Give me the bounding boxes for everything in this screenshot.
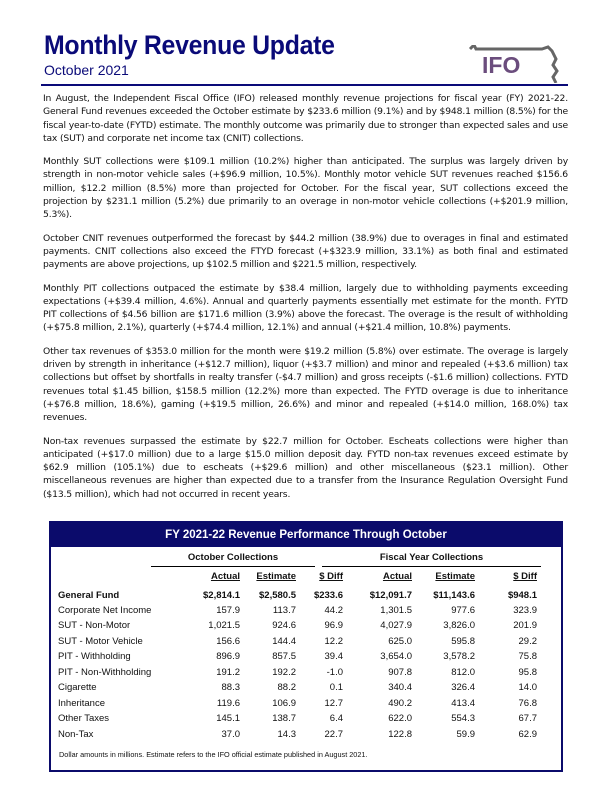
- row-label: SUT - Non-Motor: [58, 620, 131, 631]
- table-cell: 812.0: [451, 667, 475, 678]
- table-cell: 413.4: [451, 698, 475, 709]
- table-cell: 323.9: [513, 605, 537, 616]
- table-cell: 0.1: [329, 682, 343, 693]
- article-body: In August, the Independent Fiscal Office…: [43, 92, 568, 511]
- column-header: Actual: [382, 571, 412, 582]
- table-cell: 12.7: [324, 698, 344, 709]
- table-cell: 29.2: [518, 636, 538, 647]
- table-cell: 192.2: [272, 667, 296, 678]
- table-cell: 3,826.0: [443, 620, 475, 631]
- table-cell: 96.9: [324, 620, 344, 631]
- table-cell: -1.0: [326, 667, 343, 678]
- table-cell: 119.6: [216, 698, 240, 709]
- table-cell: 59.9: [456, 729, 476, 740]
- table-cell: 622.0: [388, 713, 412, 724]
- table-title: FY 2021-22 Revenue Performance Through O…: [51, 523, 561, 547]
- paragraph-cnit: October CNIT revenues outperformed the f…: [43, 232, 568, 271]
- table-cell: 14.0: [518, 682, 538, 693]
- row-label: Inheritance: [58, 698, 106, 709]
- column-header: $ Diff: [319, 571, 343, 582]
- table-cell: 490.2: [388, 698, 412, 709]
- table-cell: $12,091.7: [369, 590, 412, 601]
- table-cell: 122.8: [388, 729, 412, 740]
- header-rule: [41, 84, 568, 86]
- group-october: October Collections: [151, 552, 315, 567]
- row-label: Corporate Net Income: [58, 605, 152, 616]
- table-cell: $948.1: [507, 590, 537, 601]
- table-cell: $11,143.6: [433, 590, 475, 601]
- row-label: PIT - Non-Withholding: [58, 667, 152, 678]
- table-cell: 857.5: [272, 651, 296, 662]
- table-cell: 340.4: [388, 682, 412, 693]
- column-header: Estimate: [256, 571, 296, 582]
- table-cell: 95.8: [518, 667, 538, 678]
- table-cell: 977.6: [451, 605, 475, 616]
- table-cell: 22.7: [324, 729, 344, 740]
- table-cell: 12.2: [324, 636, 344, 647]
- table-cell: 191.2: [216, 667, 240, 678]
- paragraph-other-tax: Other tax revenues of $353.0 million for…: [43, 345, 568, 424]
- table-cell: 88.3: [221, 682, 241, 693]
- table-cell: 113.7: [272, 605, 296, 616]
- table-cell: 76.8: [518, 698, 538, 709]
- row-label: Other Taxes: [58, 713, 110, 724]
- column-header: Actual: [210, 571, 240, 582]
- group-fiscal-year: Fiscal Year Collections: [322, 552, 541, 567]
- row-label: PIT - Withholding: [58, 651, 131, 662]
- table-cell: 67.7: [518, 713, 538, 724]
- table-cell: 907.8: [388, 667, 412, 678]
- table-cell: 326.4: [451, 682, 475, 693]
- table-cell: 138.7: [272, 713, 296, 724]
- ifo-logo-icon: [468, 45, 559, 83]
- table-cell: 106.9: [272, 698, 296, 709]
- paragraph-sut: Monthly SUT collections were $109.1 mill…: [43, 156, 568, 221]
- table-cell: 156.6: [216, 636, 240, 647]
- table-cell: 1,021.5: [208, 620, 240, 631]
- table-cell: 145.1: [216, 713, 240, 724]
- row-label: SUT - Motor Vehicle: [58, 636, 143, 647]
- table-cell: 62.9: [518, 729, 538, 740]
- revenue-table: FY 2021-22 Revenue Performance Through O…: [49, 521, 563, 772]
- table-cell: 625.0: [388, 636, 412, 647]
- row-label: Non-Tax: [58, 729, 94, 740]
- paragraph-non-tax: Non-tax revenues surpassed the estimate …: [43, 435, 568, 500]
- paragraph-pit: Monthly PIT collections outpaced the est…: [43, 282, 568, 334]
- table-cell: 39.4: [324, 651, 344, 662]
- table-cell: $233.6: [313, 590, 343, 601]
- table-cell: 201.9: [513, 620, 537, 631]
- table-cell: 14.3: [277, 729, 297, 740]
- table-cell: 1,301.5: [380, 605, 412, 616]
- table-cell: 595.8: [451, 636, 475, 647]
- table-cell: 3,578.2: [443, 651, 475, 662]
- column-header: Estimate: [435, 571, 475, 582]
- table-cell: 157.9: [216, 605, 240, 616]
- page-title: Monthly Revenue Update: [44, 30, 335, 60]
- table-cell: 88.2: [277, 682, 297, 693]
- table-cell: 554.3: [451, 713, 475, 724]
- logo-text: IFO: [482, 52, 521, 78]
- table-cell: 44.2: [324, 605, 344, 616]
- table-footnote: Dollar amounts in millions. Estimate ref…: [59, 750, 368, 759]
- table-cell: 896.9: [216, 651, 240, 662]
- table-cell: $2,580.5: [259, 590, 296, 601]
- row-label: General Fund: [58, 590, 120, 601]
- row-label: Cigarette: [58, 682, 97, 693]
- table-cell: 6.4: [329, 713, 343, 724]
- table-cell: 144.4: [272, 636, 296, 647]
- table-cell: 75.8: [518, 651, 538, 662]
- table-cell: 924.6: [272, 620, 296, 631]
- table-cell: 3,654.0: [380, 651, 412, 662]
- table-cell: 37.0: [221, 729, 241, 740]
- column-header: $ Diff: [513, 571, 537, 582]
- page-subtitle: October 2021: [44, 62, 129, 78]
- paragraph-overview: In August, the Independent Fiscal Office…: [43, 93, 568, 144]
- table-cell: $2,814.1: [203, 590, 240, 601]
- table-cell: 4,027.9: [380, 620, 412, 631]
